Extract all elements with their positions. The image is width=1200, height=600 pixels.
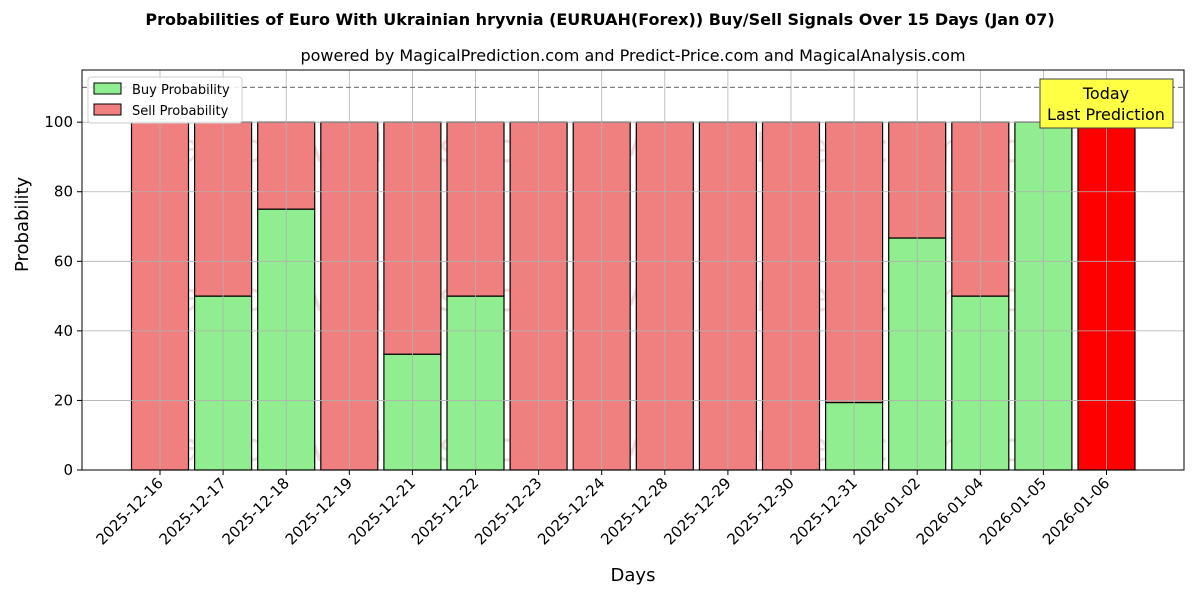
- x-tick-label: 2026-01-02: [850, 474, 924, 548]
- legend-buy-swatch: [93, 82, 122, 95]
- x-tick-label: 2025-12-17: [156, 474, 230, 548]
- chart-subtitle: powered by MagicalPrediction.com and Pre…: [300, 46, 966, 65]
- y-tick-label: 0: [63, 461, 73, 479]
- x-tick-label: 2025-12-28: [597, 474, 671, 548]
- x-axis-label: Days: [611, 565, 656, 586]
- annotation-today: Today: [1082, 84, 1129, 103]
- x-tick-label: 2026-01-04: [913, 474, 987, 548]
- legend-buy-label: Buy Probability: [132, 83, 230, 98]
- y-tick-label: 60: [54, 252, 73, 270]
- legend-sell-label: Sell Probability: [132, 104, 229, 119]
- x-tick-label: 2025-12-18: [219, 474, 293, 548]
- y-tick-label: 100: [44, 113, 73, 131]
- legend-sell-swatch: [93, 103, 122, 116]
- y-tick-label: 20: [54, 391, 73, 409]
- x-tick-label: 2025-12-24: [534, 474, 608, 548]
- x-tick-label: 2025-12-29: [660, 474, 734, 548]
- y-tick-label: 40: [54, 322, 73, 340]
- x-tick-label: 2025-12-19: [282, 474, 356, 548]
- x-tick-label: 2026-01-05: [976, 474, 1050, 548]
- legend: [87, 76, 243, 124]
- chart-title: Probabilities of Euro With Ukrainian hry…: [145, 10, 1055, 29]
- x-tick-label: 2025-12-23: [471, 474, 545, 548]
- plot-frame: [81, 69, 1185, 471]
- x-tick-label: 2025-12-16: [92, 474, 166, 548]
- y-tick-label: 80: [54, 183, 73, 201]
- x-tick-label: 2026-01-06: [1039, 474, 1113, 548]
- annotation-last-prediction: Last Prediction: [1047, 105, 1165, 124]
- x-tick-label: 2025-12-31: [787, 474, 861, 548]
- x-tick-label: 2025-12-21: [345, 474, 419, 548]
- today-annotation-box: [1039, 78, 1174, 129]
- x-tick-label: 2025-12-22: [408, 474, 482, 548]
- x-tick-label: 2025-12-30: [723, 474, 797, 548]
